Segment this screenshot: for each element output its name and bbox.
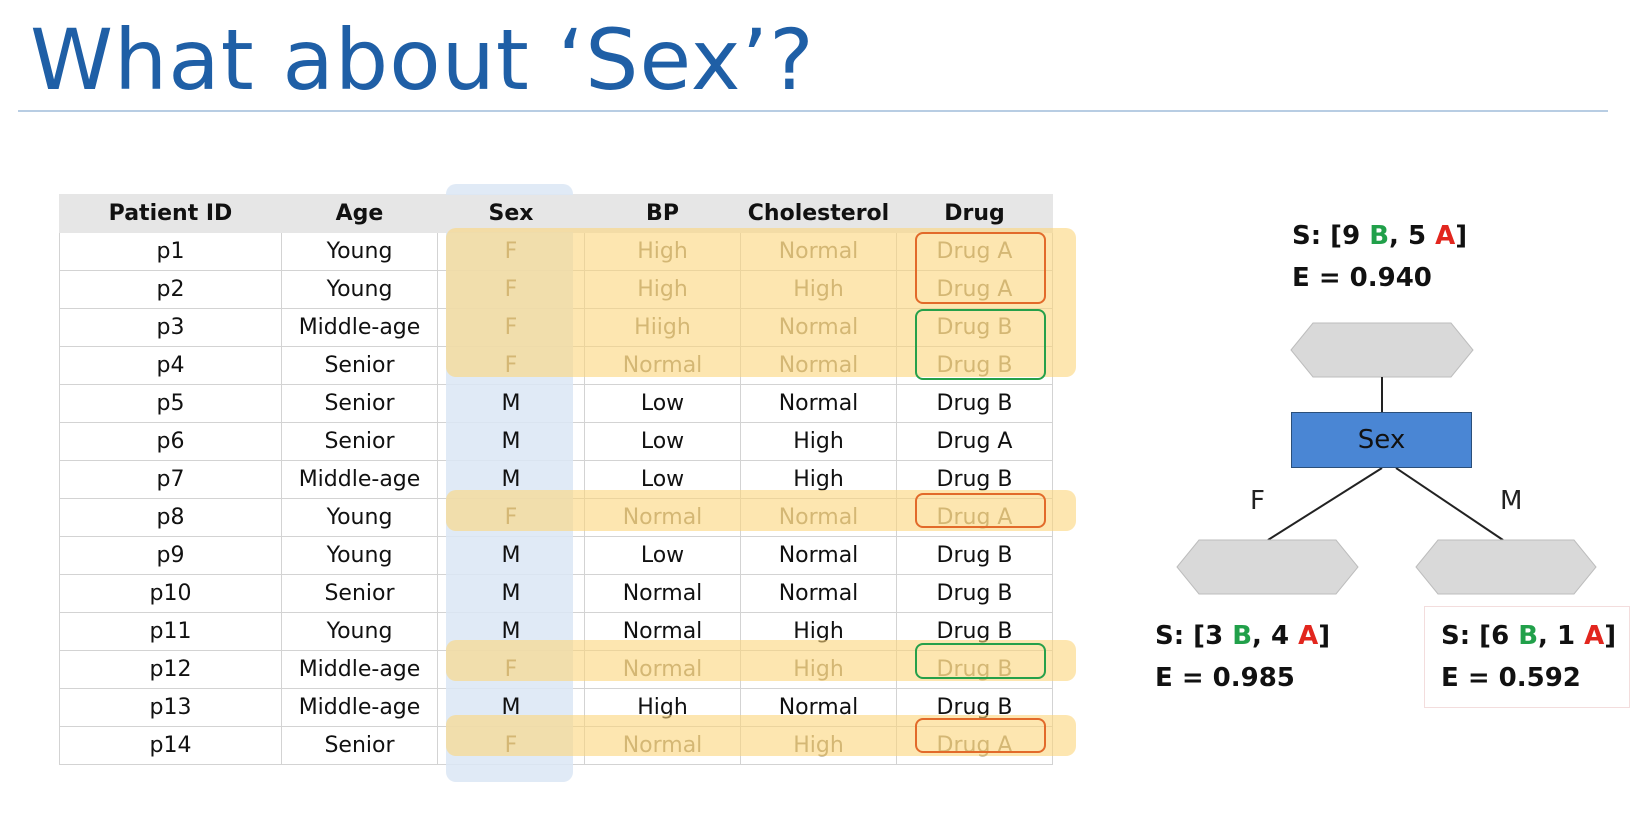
cell-patient-id: p8: [59, 498, 282, 537]
cell-age: Young: [281, 498, 438, 537]
cell-patient-id: p5: [59, 384, 282, 423]
root-stats: S: [9 B, 5 A] E = 0.940: [1292, 216, 1467, 299]
drug-b-outline-p12: [915, 643, 1046, 679]
cell-drug: Drug B: [896, 536, 1053, 575]
header-cholesterol: Cholesterol: [740, 194, 897, 233]
cell-patient-id: p4: [59, 346, 282, 385]
cell-age: Middle-age: [281, 308, 438, 347]
cell-age: Young: [281, 232, 438, 271]
cell-patient-id: p9: [59, 536, 282, 575]
table-row: p9 Young M Low Normal Drug B: [59, 536, 1053, 575]
cell-bp: Normal: [584, 574, 741, 613]
cell-patient-id: p12: [59, 650, 282, 689]
slide-title: What about ‘Sex’?: [30, 11, 815, 109]
drug-a-outline-p14: [915, 718, 1046, 753]
leaf-m-stats: S: [6 B, 1 A] E = 0.592: [1441, 616, 1616, 699]
cell-drug: Drug B: [896, 384, 1053, 423]
drug-a-outline-p1-p2: [915, 232, 1046, 304]
cell-cholesterol: Normal: [740, 384, 897, 423]
leaf-f-entropy: E = 0.985: [1155, 662, 1295, 693]
leaf-m-sample-counts: S: [6 B, 1 A]: [1441, 621, 1617, 651]
drug-b-outline-p3-p4: [915, 309, 1046, 380]
cell-bp: Low: [584, 384, 741, 423]
cell-patient-id: p14: [59, 726, 282, 765]
title-divider: [18, 110, 1608, 112]
cell-drug: Drug B: [896, 574, 1053, 613]
cell-age: Senior: [281, 726, 438, 765]
cell-cholesterol: Normal: [740, 536, 897, 575]
female-rows-highlight-3: [446, 640, 1076, 681]
cell-bp: Low: [584, 536, 741, 575]
cell-patient-id: p11: [59, 612, 282, 651]
cell-age: Senior: [281, 346, 438, 385]
cell-patient-id: p13: [59, 688, 282, 727]
header-drug: Drug: [896, 194, 1053, 233]
header-sex: Sex: [437, 194, 585, 233]
leaf-f-stats: S: [3 B, 4 A] E = 0.985: [1155, 616, 1330, 699]
drug-a-outline-p8: [915, 493, 1046, 528]
branch-label-m: M: [1500, 486, 1523, 516]
cell-bp: Low: [584, 422, 741, 461]
cell-patient-id: p1: [59, 232, 282, 271]
female-rows-highlight-2: [446, 490, 1076, 531]
header-patient-id: Patient ID: [59, 194, 282, 233]
cell-age: Middle-age: [281, 460, 438, 499]
cell-cholesterol: Normal: [740, 574, 897, 613]
right-leaf-box: [1424, 606, 1630, 708]
cell-sex: M: [437, 536, 585, 575]
cell-drug: Drug A: [896, 422, 1053, 461]
table-row: p6 Senior M Low High Drug A: [59, 422, 1053, 461]
cell-patient-id: p3: [59, 308, 282, 347]
leaf-m-entropy: E = 0.592: [1441, 662, 1581, 693]
cell-sex: M: [437, 384, 585, 423]
cell-patient-id: p7: [59, 460, 282, 499]
leaf-f-sample-counts: S: [3 B, 4 A]: [1155, 621, 1331, 651]
cell-age: Middle-age: [281, 688, 438, 727]
branch-m-line: [1395, 467, 1504, 541]
cell-age: Young: [281, 270, 438, 309]
leaf-m-hexagon: [1415, 539, 1597, 595]
cell-age: Senior: [281, 574, 438, 613]
branch-f-line: [1267, 467, 1383, 541]
header-age: Age: [281, 194, 438, 233]
root-entropy: E = 0.940: [1292, 262, 1432, 293]
root-sample-counts: S: [9 B, 5 A]: [1292, 221, 1468, 251]
cell-patient-id: p10: [59, 574, 282, 613]
female-rows-highlight-4: [446, 715, 1076, 756]
table-row: p10 Senior M Normal Normal Drug B: [59, 574, 1053, 613]
leaf-f-hexagon: [1176, 539, 1359, 595]
cell-patient-id: p2: [59, 270, 282, 309]
branch-label-f: F: [1250, 486, 1265, 516]
cell-age: Senior: [281, 422, 438, 461]
cell-age: Young: [281, 612, 438, 651]
sex-split-node: Sex: [1291, 412, 1472, 468]
header-bp: BP: [584, 194, 741, 233]
cell-age: Young: [281, 536, 438, 575]
table-header-row: Patient ID Age Sex BP Cholesterol Drug: [59, 194, 1053, 233]
root-hexagon: [1290, 322, 1474, 378]
cell-age: Senior: [281, 384, 438, 423]
cell-patient-id: p6: [59, 422, 282, 461]
table-row: p5 Senior M Low Normal Drug B: [59, 384, 1053, 423]
cell-cholesterol: High: [740, 422, 897, 461]
cell-sex: M: [437, 422, 585, 461]
cell-age: Middle-age: [281, 650, 438, 689]
cell-sex: M: [437, 574, 585, 613]
